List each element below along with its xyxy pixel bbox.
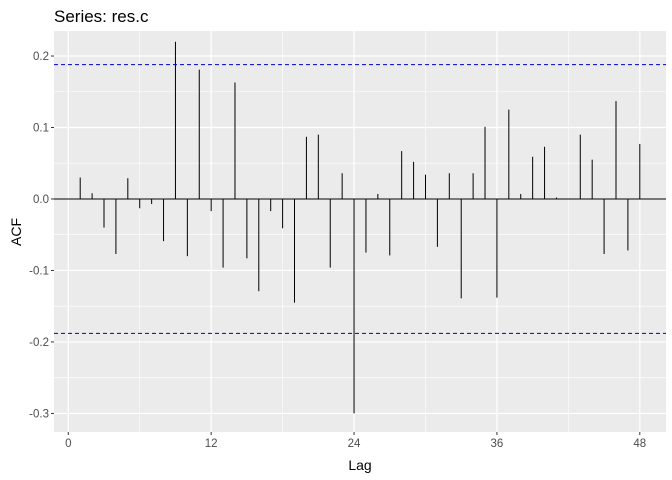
minor-gridlines [54, 31, 666, 432]
y-tick-label: 0.0 [33, 194, 49, 206]
chart-title: Series: res.c [54, 7, 149, 26]
x-tick-label: 12 [205, 438, 218, 450]
x-tick-label: 0 [65, 438, 71, 450]
x-tick-label: 48 [633, 438, 646, 450]
y-axis-label: ACF [8, 218, 24, 246]
acf-bars [79, 41, 641, 414]
y-tick-label: 0.1 [33, 122, 49, 134]
y-axis-ticks: -0.3 -0.2 -0.1 0.0 0.1 0.2 [29, 51, 54, 420]
x-axis-label: Lag [348, 457, 371, 473]
x-axis-ticks: 0 12 24 36 48 [65, 432, 646, 450]
y-tick-label: -0.1 [29, 265, 49, 277]
y-tick-label: -0.2 [29, 337, 49, 349]
y-tick-label: 0.2 [33, 51, 49, 63]
x-tick-label: 24 [348, 438, 361, 450]
x-tick-label: 36 [491, 438, 504, 450]
y-tick-label: -0.3 [29, 408, 49, 420]
plot-panel [54, 31, 666, 432]
